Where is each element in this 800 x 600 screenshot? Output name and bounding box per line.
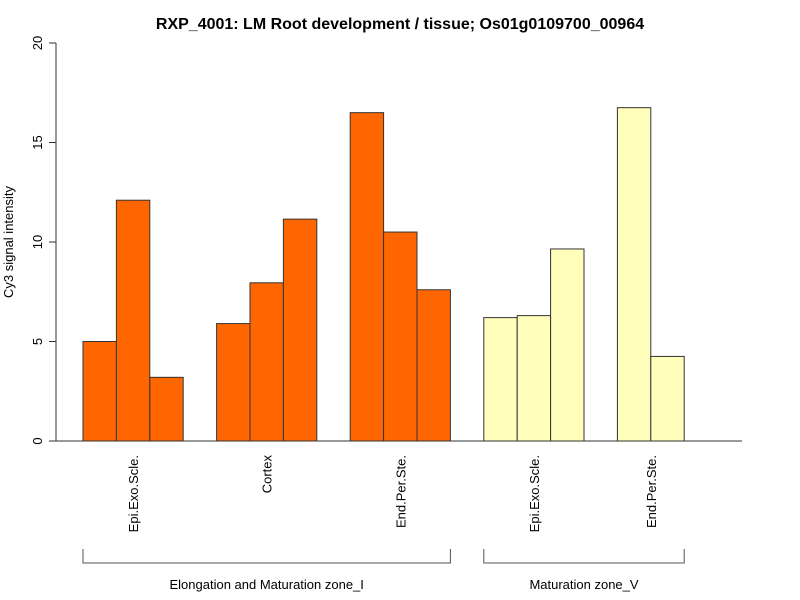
bar [282,218,318,442]
group-label: Maturation zone_V [529,577,638,592]
bar [82,341,117,442]
group-label: Elongation and Maturation zone_I [169,577,363,592]
bar [516,315,552,442]
y-tick-label: 20 [30,36,45,50]
y-axis-label: Cy3 signal intensity [1,186,16,298]
group-bracket [82,549,451,564]
bar [650,355,685,442]
group-brackets: Elongation and Maturation zone_I Maturati… [82,549,685,592]
y-tick-label: 10 [30,235,45,249]
bar [349,112,385,442]
x-tick-label: Epi.Exo.Scle. [527,455,542,532]
x-labels: Epi.Exo.Scle. Cortex End.Per.Ste. Epi.Exo.S… [126,455,659,533]
bar [616,107,652,442]
bar [416,289,451,442]
bar [115,199,151,442]
bars [82,107,685,442]
y-tick-label: 15 [30,135,45,149]
x-tick-label: End.Per.Ste. [644,455,659,528]
y-tick-label: 5 [30,338,45,345]
y-axis: 0 5 10 15 20 [30,36,57,445]
bar [550,248,585,442]
y-tick-label: 0 [30,437,45,444]
bar [216,323,251,442]
bar [383,231,418,442]
x-tick-label: Cortex [260,455,275,494]
chart-title: RXP_4001: LM Root development / tissue; … [156,16,644,33]
x-tick-label: End.Per.Ste. [393,455,408,528]
bar [149,376,184,442]
bar [483,317,518,442]
x-tick-label: Epi.Exo.Scle. [126,455,141,532]
bar [249,282,284,442]
group-bracket [483,549,685,564]
